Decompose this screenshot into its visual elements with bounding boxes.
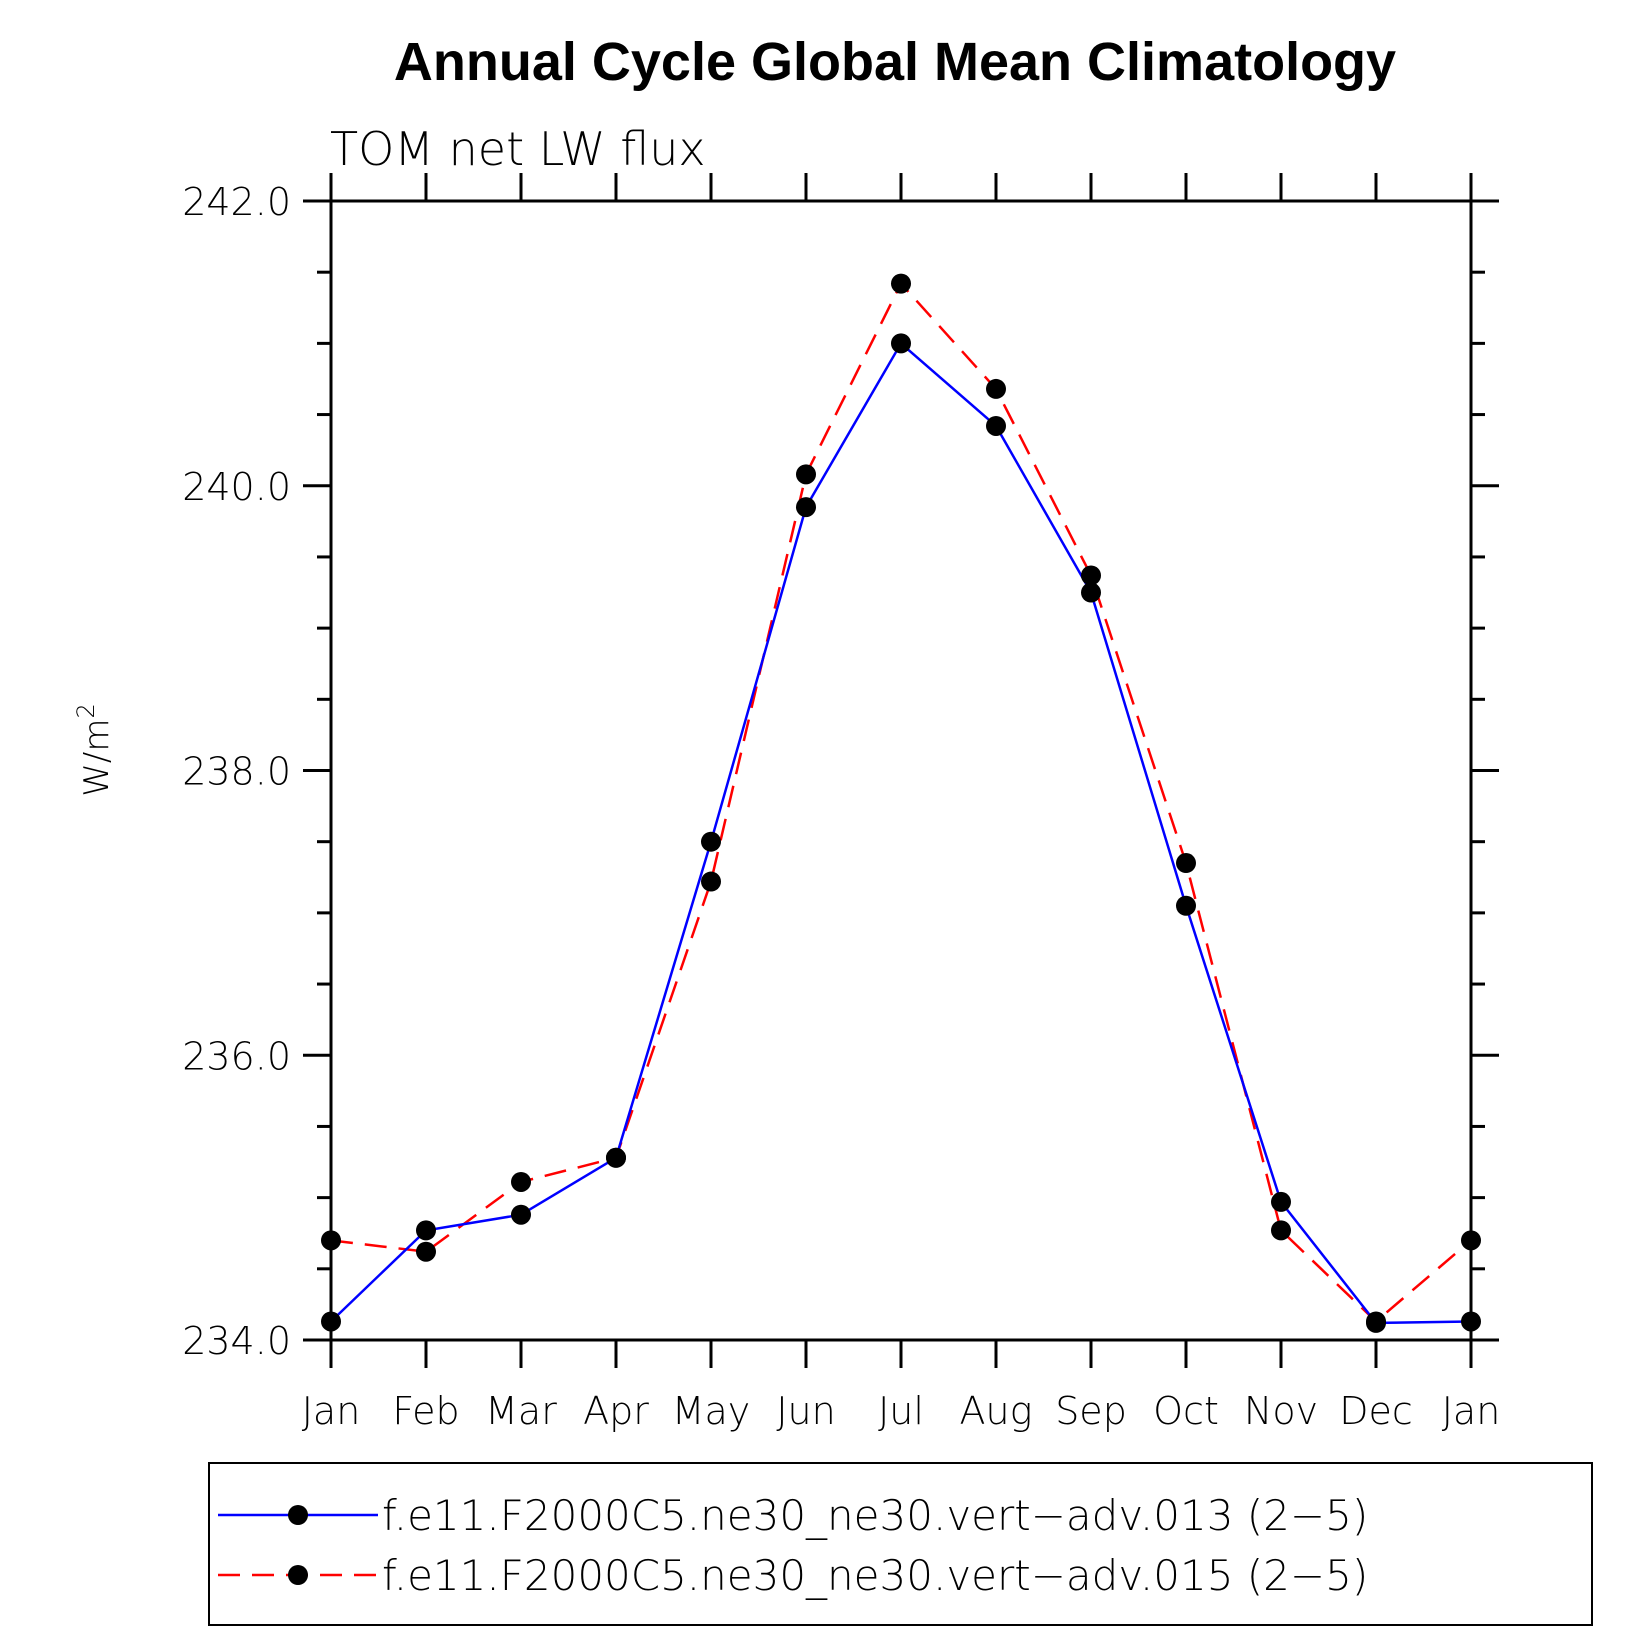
series-1-point: [891, 333, 911, 354]
series-2-point: [606, 1147, 626, 1168]
x-tick-label: Mar: [485, 1389, 557, 1433]
series-1-line: [330, 341, 1472, 1325]
series-2-point: [1271, 1220, 1291, 1241]
svg-text:W/m2: W/m2: [72, 703, 117, 796]
plot-frame: [329, 199, 1473, 1342]
x-tick-label: Jun: [776, 1389, 835, 1433]
series-1-point: [511, 1204, 531, 1225]
y-tick-label: 240.0: [182, 465, 291, 509]
y-tick-label: 236.0: [182, 1034, 291, 1078]
series-1-point: [321, 1311, 341, 1332]
x-tick-label: Nov: [1244, 1389, 1318, 1433]
series-2-point: [1461, 1230, 1481, 1251]
legend-marker-2: [288, 1565, 308, 1585]
y-tick-label: 242.0: [182, 180, 291, 224]
y-tick-label: 238.0: [182, 750, 291, 794]
x-tick-label: Oct: [1153, 1389, 1219, 1433]
series-1-point: [1176, 895, 1196, 916]
series-2-point: [416, 1241, 436, 1262]
series-1-point: [1081, 582, 1101, 603]
x-tick-label: Jan: [302, 1389, 361, 1433]
x-tick-label: Feb: [392, 1389, 459, 1433]
series-2-point: [1366, 1311, 1386, 1332]
y-axis-label: W/m2: [72, 703, 117, 796]
plot-axes: 234.0 236.0 238.0 240.0 242.0 Jan Feb Mar Apr May…: [182, 173, 1500, 1433]
y-tick-label: 234.0: [182, 1319, 291, 1363]
chart-subtitle: TOM net LW flux: [330, 122, 706, 176]
series-2-point: [321, 1230, 341, 1251]
series-2-point: [796, 464, 816, 485]
x-tick-label: Aug: [960, 1389, 1033, 1433]
series-1-point: [701, 831, 721, 852]
series-2-line: [330, 281, 1472, 1324]
series-2-point: [511, 1171, 531, 1192]
series-1-point: [1461, 1311, 1481, 1332]
series-1-point: [416, 1220, 436, 1241]
x-tick-label: Jan: [1442, 1389, 1501, 1433]
y-axis-label-text: W/m: [77, 719, 117, 797]
legend-label-1: f.e11.F2000C5.ne30_ne30.vert−adv.013 (2−…: [382, 1491, 1368, 1540]
series-2-point: [701, 871, 721, 892]
series-1-point: [796, 497, 816, 518]
x-tick-label: May: [672, 1389, 751, 1433]
series-2-point: [1081, 565, 1101, 586]
series-2-point: [891, 273, 911, 294]
x-tick-label: Jul: [878, 1389, 924, 1433]
x-tick-label: Sep: [1055, 1389, 1127, 1433]
series-1-point: [1271, 1191, 1291, 1212]
x-tick-label: Dec: [1339, 1389, 1413, 1433]
legend-label-2: f.e11.F2000C5.ne30_ne30.vert−adv.015 (2−…: [382, 1551, 1368, 1600]
x-tick-label: Apr: [583, 1389, 649, 1433]
series-2-point: [1176, 853, 1196, 874]
legend-marker-1: [288, 1505, 308, 1525]
series-2-point: [986, 378, 1006, 399]
series-1-point: [986, 415, 1006, 436]
y-axis-label-superscript: 2: [72, 703, 100, 718]
chart-title: Annual Cycle Global Mean Climatology: [394, 32, 1396, 92]
series-layer: [321, 273, 1481, 1333]
legend-box: [208, 1462, 1593, 1626]
legend: f.e11.F2000C5.ne30_ne30.vert−adv.013 (2−…: [218, 1491, 1368, 1600]
